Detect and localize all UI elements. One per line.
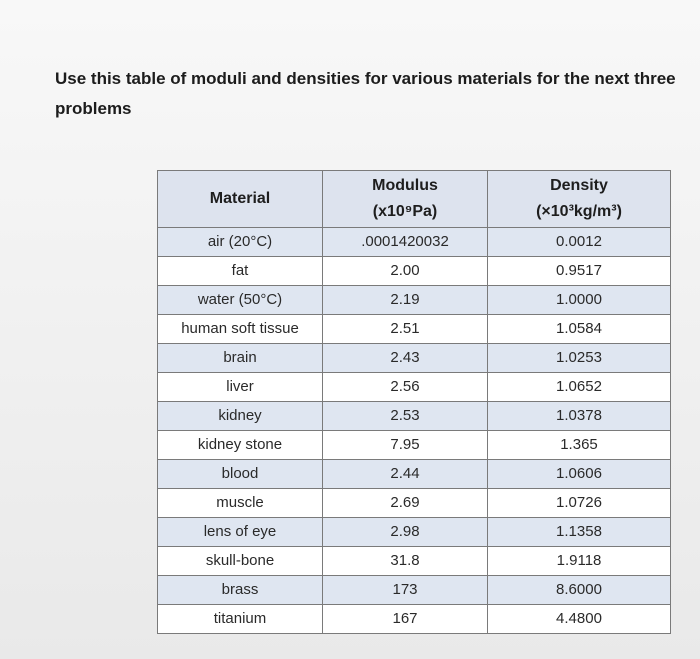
header-modulus-unit: (x10⁹Pa) — [372, 203, 438, 220]
table-row: muscle 2.69 1.0726 — [157, 488, 671, 518]
cell-material: muscle — [157, 488, 323, 518]
cell-density: 8.6000 — [487, 575, 671, 605]
header-material: Material — [157, 170, 323, 228]
cell-modulus: 173 — [322, 575, 488, 605]
table-row: titanium 167 4.4800 — [157, 604, 671, 634]
cell-modulus: 7.95 — [322, 430, 488, 460]
cell-material: lens of eye — [157, 517, 323, 547]
header-density-label: Density — [550, 177, 608, 194]
cell-material: human soft tissue — [157, 314, 323, 344]
table-row: liver 2.56 1.0652 — [157, 372, 671, 402]
cell-material: kidney stone — [157, 430, 323, 460]
cell-material: liver — [157, 372, 323, 402]
table-header-row: Material Modulus (x10⁹Pa) Density (×10³k… — [157, 170, 671, 228]
cell-density: 1.0378 — [487, 401, 671, 431]
cell-density: 1.0584 — [487, 314, 671, 344]
cell-density: 0.0012 — [487, 227, 671, 257]
cell-density: 1.0652 — [487, 372, 671, 402]
cell-density: 0.9517 — [487, 256, 671, 286]
cell-modulus: 2.56 — [322, 372, 488, 402]
table-row: skull-bone 31.8 1.9118 — [157, 546, 671, 576]
header-density-unit: (×10³kg/m³) — [536, 203, 622, 220]
cell-density: 1.0726 — [487, 488, 671, 518]
cell-modulus: 2.19 — [322, 285, 488, 315]
cell-material: kidney — [157, 401, 323, 431]
cell-density: 1.0606 — [487, 459, 671, 489]
problem-prompt: Use this table of moduli and densities f… — [55, 69, 676, 118]
header-modulus-label: Modulus — [372, 177, 438, 194]
table-row: kidney 2.53 1.0378 — [157, 401, 671, 431]
cell-material: titanium — [157, 604, 323, 634]
cell-material: fat — [157, 256, 323, 286]
cell-density: 1.365 — [487, 430, 671, 460]
table-row: fat 2.00 0.9517 — [157, 256, 671, 286]
cell-modulus: 2.43 — [322, 343, 488, 373]
header-modulus: Modulus (x10⁹Pa) — [322, 170, 488, 228]
materials-table-container: Material Modulus (x10⁹Pa) Density (×10³k… — [157, 170, 671, 634]
cell-material: brain — [157, 343, 323, 373]
cell-density: 4.4800 — [487, 604, 671, 634]
cell-modulus: 2.69 — [322, 488, 488, 518]
cell-modulus: 31.8 — [322, 546, 488, 576]
cell-density: 1.1358 — [487, 517, 671, 547]
table-row: air (20°C) .0001420032 0.0012 — [157, 227, 671, 257]
cell-material: skull-bone — [157, 546, 323, 576]
cell-density: 1.0253 — [487, 343, 671, 373]
cell-modulus: 2.44 — [322, 459, 488, 489]
table-row: brass 173 8.6000 — [157, 575, 671, 605]
cell-modulus: .0001420032 — [322, 227, 488, 257]
table-row: brain 2.43 1.0253 — [157, 343, 671, 373]
cell-material: air (20°C) — [157, 227, 323, 257]
materials-table: Material Modulus (x10⁹Pa) Density (×10³k… — [157, 170, 671, 634]
cell-density: 1.9118 — [487, 546, 671, 576]
cell-material: brass — [157, 575, 323, 605]
table-body: air (20°C) .0001420032 0.0012 fat 2.00 0.9517… — [157, 227, 671, 634]
table-row: water (50°C) 2.19 1.0000 — [157, 285, 671, 315]
cell-modulus: 2.53 — [322, 401, 488, 431]
cell-modulus: 2.98 — [322, 517, 488, 547]
table-row: blood 2.44 1.0606 — [157, 459, 671, 489]
table-row: kidney stone 7.95 1.365 — [157, 430, 671, 460]
cell-modulus: 167 — [322, 604, 488, 634]
cell-material: blood — [157, 459, 323, 489]
cell-material: water (50°C) — [157, 285, 323, 315]
cell-density: 1.0000 — [487, 285, 671, 315]
table-row: lens of eye 2.98 1.1358 — [157, 517, 671, 547]
header-density: Density (×10³kg/m³) — [487, 170, 671, 228]
cell-modulus: 2.51 — [322, 314, 488, 344]
header-material-label: Material — [209, 190, 271, 207]
table-row: human soft tissue 2.51 1.0584 — [157, 314, 671, 344]
cell-modulus: 2.00 — [322, 256, 488, 286]
